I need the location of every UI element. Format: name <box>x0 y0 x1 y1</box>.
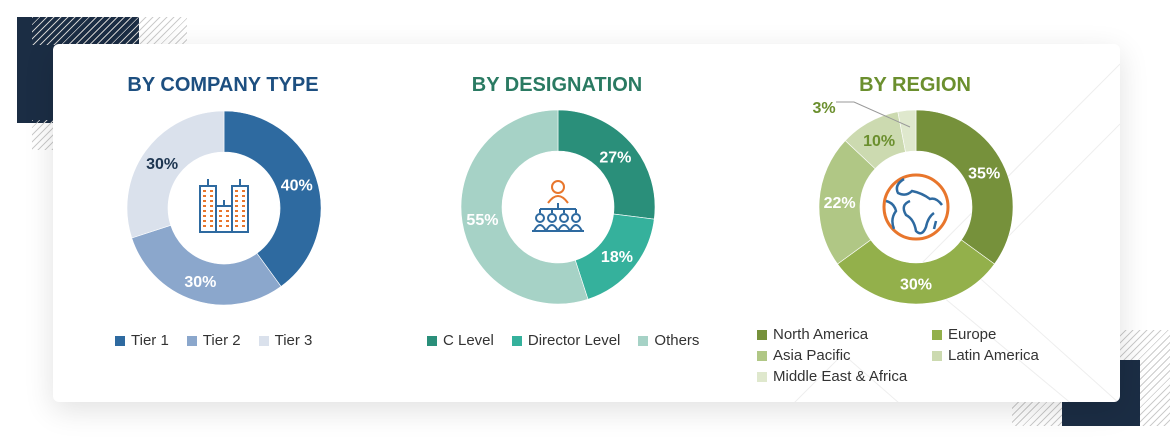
legend-item-tier-2[interactable]: Tier 2 <box>186 332 241 349</box>
leader-line <box>836 101 911 128</box>
legend-swatch <box>115 335 125 346</box>
slice-middle-east-africa[interactable] <box>897 109 917 153</box>
donut-chart: 35% 30% 22% 10% 3% <box>812 100 1014 305</box>
legend-label: C Level <box>443 332 494 349</box>
chart-title: BY COMPANY TYPE <box>127 74 319 96</box>
designation-panel: BY DESIGNATION 27% 18% 55% C Level Director L… <box>387 44 727 402</box>
data-label-others: 55% <box>466 212 498 229</box>
chart-card: BY COMPANY TYPE 40% 30% 30% Tier 1 Tier 2 Tier… <box>53 44 1120 402</box>
data-label-europe: 30% <box>900 277 932 294</box>
chart-title: BY DESIGNATION <box>471 74 643 96</box>
legend-label: Europe <box>948 326 997 343</box>
data-label-tier-2: 30% <box>184 274 216 291</box>
legend-item-others[interactable]: Others <box>638 332 699 349</box>
legend-item-middle-east-africa[interactable]: Middle East & Africa <box>757 368 914 385</box>
legend-swatch <box>757 350 767 361</box>
legend-swatch <box>427 335 437 346</box>
legend-label: Director Level <box>527 332 621 349</box>
region-panel: BY REGION 35% 30% 22% 10% 3% North America Euro… <box>745 44 1085 402</box>
legend-label: Latin America <box>948 347 1039 364</box>
legend-label: Middle East & Africa <box>773 368 908 385</box>
donut-chart: 40% 30% 30% <box>126 110 322 306</box>
legend-label: Asia Pacific <box>773 347 851 364</box>
legend-label: Others <box>654 332 700 349</box>
buildings-icon <box>199 179 249 233</box>
legend-item-europe[interactable]: Europe <box>932 326 1074 343</box>
legend-item-tier-1[interactable]: Tier 1 <box>115 332 169 349</box>
slice-others[interactable] <box>460 109 589 305</box>
data-label-asia-pacific: 22% <box>824 195 856 212</box>
legend: C Level Director Level Others <box>427 332 717 350</box>
legend-label: Tier 2 <box>202 332 241 349</box>
chart-title: BY REGION <box>859 74 971 96</box>
org-chart-people-icon <box>532 180 584 232</box>
legend-item-tier-3[interactable]: Tier 3 <box>258 332 313 349</box>
legend-item-north-america[interactable]: North America <box>757 326 914 343</box>
legend-item-director-level[interactable]: Director Level <box>511 332 621 349</box>
legend-swatch <box>932 350 942 361</box>
legend-label: Tier 1 <box>131 332 169 349</box>
legend-item-asia-pacific[interactable]: Asia Pacific <box>757 347 914 364</box>
data-label-north-america: 35% <box>968 165 1000 182</box>
legend-swatch <box>186 335 197 346</box>
legend: Tier 1 Tier 2 Tier 3 <box>115 332 330 350</box>
decorative-hatch <box>32 120 54 150</box>
legend-swatch <box>511 335 522 346</box>
legend-label: Tier 3 <box>274 332 313 349</box>
data-label-director-level: 18% <box>601 249 633 266</box>
donut-chart: 27% 18% 55% <box>460 109 656 305</box>
data-label-latin-america: 10% <box>863 133 895 150</box>
legend-swatch <box>757 329 767 340</box>
legend-item-latin-america[interactable]: Latin America <box>932 347 1074 364</box>
slice-tier-2[interactable] <box>131 224 282 306</box>
decorative-hatch <box>32 17 187 45</box>
slice-c-level[interactable] <box>557 109 656 220</box>
slice-north-america[interactable] <box>915 109 1014 265</box>
slice-tier-3[interactable] <box>126 110 225 239</box>
legend: North America Europe Asia Pacific Latin Ame… <box>757 326 1092 385</box>
legend-label: North America <box>773 326 869 343</box>
data-label-tier-1: 40% <box>281 177 313 194</box>
data-label-middle-east-africa: 3% <box>812 100 835 117</box>
globe-icon <box>882 173 950 241</box>
slice-europe[interactable] <box>837 239 995 305</box>
legend-item-c-level[interactable]: C Level <box>427 332 494 349</box>
legend-swatch <box>932 329 942 340</box>
company-type-panel: BY COMPANY TYPE 40% 30% 30% Tier 1 Tier 2 Tier… <box>53 44 393 402</box>
data-label-tier-3: 30% <box>146 156 178 173</box>
slice-tier-1[interactable] <box>223 110 322 287</box>
data-label-c-level: 27% <box>599 149 631 166</box>
legend-swatch <box>258 335 269 346</box>
legend-swatch <box>638 335 649 346</box>
legend-swatch <box>757 371 767 382</box>
